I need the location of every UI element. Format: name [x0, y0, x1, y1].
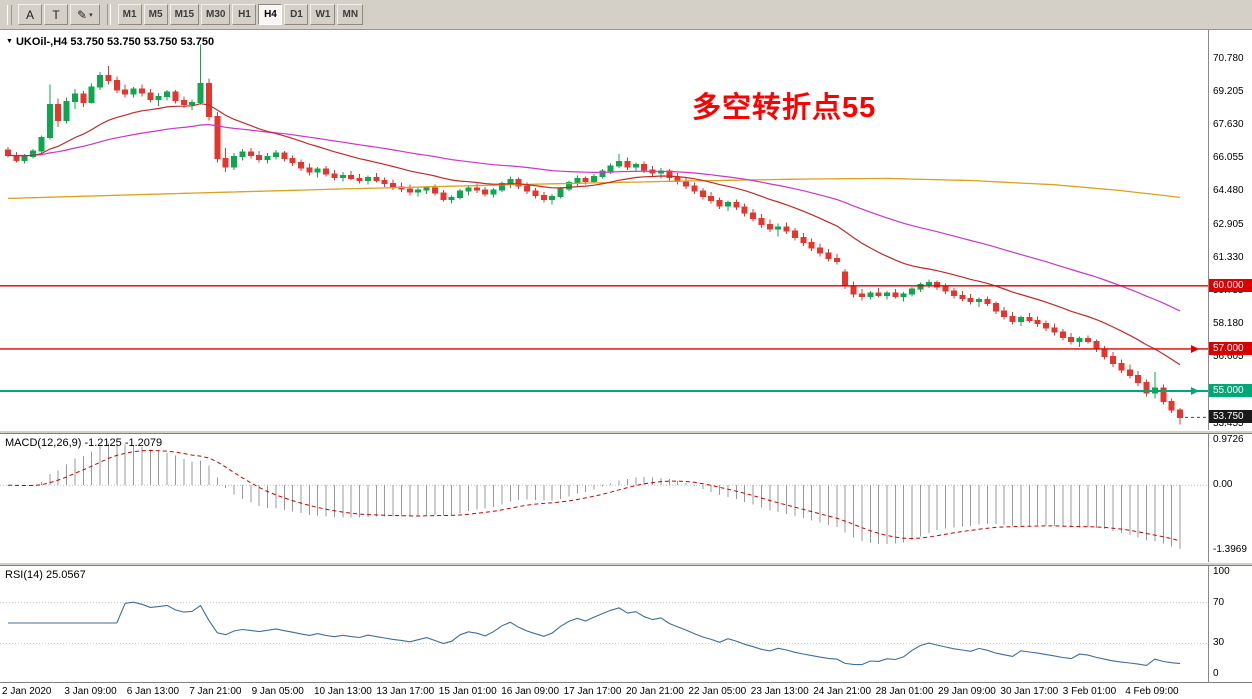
- time-axis-label: 6 Jan 13:00: [126, 686, 180, 697]
- time-axis-label: 29 Jan 09:00: [938, 686, 996, 697]
- tool-t-button[interactable]: T: [44, 4, 68, 25]
- candlesticks: [5, 44, 1183, 425]
- macd-histogram: [15, 443, 1181, 550]
- price-level-badge: 55.000: [1209, 384, 1252, 398]
- price-axis-tick: 67.630: [1213, 119, 1244, 131]
- macd-axis-tick: -1.3969: [1213, 544, 1247, 556]
- time-axis-label: 15 Jan 01:00: [438, 686, 497, 697]
- price-axis-tick: 64.480: [1213, 185, 1244, 197]
- timeframe-m30-button[interactable]: M30: [201, 4, 231, 25]
- annotation-text[interactable]: 多空转折点55: [692, 92, 877, 124]
- chevron-down-icon: ▾: [89, 11, 93, 19]
- chart-title: ▼ UKOil-,H4 53.750 53.750 53.750 53.750: [6, 36, 214, 48]
- macd-label: MACD(12,26,9) -1.2125 -1.2079: [5, 437, 163, 449]
- chart-collapse-arrow[interactable]: ▼: [6, 38, 13, 45]
- time-axis-label: 23 Jan 13:00: [750, 686, 809, 697]
- chart-quotes: 53.750 53.750 53.750 53.750: [70, 36, 215, 48]
- time-axis-label: 30 Jan 17:00: [1000, 686, 1059, 697]
- time-axis-label: 24 Jan 21:00: [813, 686, 872, 697]
- price-level-badge: 57.000: [1209, 341, 1252, 355]
- time-axis-label: 17 Jan 17:00: [563, 686, 622, 697]
- timeframe-m5-button[interactable]: M5: [143, 4, 168, 25]
- time-axis-label: 10 Jan 13:00: [314, 686, 372, 697]
- time-axis-label: 16 Jan 09:00: [501, 686, 560, 697]
- price-axis-tick: 58.180: [1213, 318, 1244, 330]
- time-axis-label: 4 Feb 09:00: [1125, 686, 1179, 697]
- macd-plot[interactable]: [0, 434, 1208, 562]
- panel-divider[interactable]: [0, 430, 1252, 434]
- time-axis-label: 3 Jan 09:00: [64, 686, 117, 697]
- price-axis-tick: 69.205: [1213, 86, 1244, 97]
- macd-axis-tick: 0.00: [1213, 479, 1233, 491]
- rsi-line: [8, 601, 1181, 666]
- panel-divider[interactable]: [0, 562, 1252, 566]
- timeframe-h1-button[interactable]: H1: [232, 4, 257, 25]
- timeframe-m1-button[interactable]: M1: [117, 4, 142, 25]
- timeframe-w1-button[interactable]: W1: [310, 4, 336, 25]
- level-arrow-icon: [1191, 344, 1199, 353]
- macd-axis[interactable]: 0.9726 0.00 -1.3969: [1208, 434, 1252, 562]
- rsi-axis[interactable]: 100 70 30 0: [1208, 566, 1252, 682]
- time-axis-label: 9 Jan 05:00: [251, 686, 304, 697]
- rsi-axis-tick: 0: [1213, 668, 1219, 679]
- rsi-panel: RSI(14) 25.0567 100 70 30 0: [0, 566, 1252, 682]
- rsi-label: RSI(14) 25.0567: [5, 569, 86, 581]
- price-axis-tick: 61.330: [1213, 251, 1244, 263]
- price-axis-tick: 66.055: [1213, 152, 1244, 164]
- pencil-icon: ✎: [77, 7, 88, 22]
- main-price-panel: ▼ UKOil-,H4 53.750 53.750 53.750 53.750 多…: [0, 30, 1252, 430]
- current-price-badge: 53.750: [1209, 410, 1252, 424]
- rsi-axis-tick: 30: [1213, 637, 1225, 649]
- time-axis[interactable]: 2 Jan 2020 3 Jan 09:00 6 Jan 13:00 7 Jan 21…: [0, 682, 1252, 699]
- toolbar-grip[interactable]: [7, 4, 12, 25]
- time-axis-label: 22 Jan 05:00: [688, 686, 747, 697]
- timeframe-h4-button[interactable]: H4: [258, 4, 283, 25]
- tool-a-button[interactable]: A: [18, 4, 42, 25]
- time-axis-label: 2 Jan 2020: [2, 686, 52, 697]
- toolbar-separator: [106, 4, 111, 25]
- macd-panel: MACD(12,26,9) -1.2125 -1.2079 0.9726 0.00…: [0, 434, 1252, 562]
- timeframe-m15-button[interactable]: M15: [169, 4, 200, 25]
- level-arrow-icon: [1191, 387, 1199, 396]
- timeframe-mn-button[interactable]: MN: [337, 4, 364, 25]
- time-axis-label: 28 Jan 01:00: [875, 686, 934, 697]
- price-axis-tick: 62.905: [1213, 218, 1244, 230]
- time-axis-label: 3 Feb 01:00: [1062, 686, 1117, 697]
- ma-fast-line: [7, 103, 1181, 366]
- chart-region: ▼ UKOil-,H4 53.750 53.750 53.750 53.750 多…: [0, 30, 1252, 699]
- rsi-axis-tick: 70: [1213, 596, 1225, 608]
- macd-axis-tick: 0.9726: [1213, 434, 1244, 445]
- ma-slow-line: [7, 123, 1181, 312]
- time-axis-label: 7 Jan 21:00: [189, 686, 242, 697]
- time-axis-label: 13 Jan 17:00: [376, 686, 435, 697]
- ma-trend-line: [7, 177, 1181, 200]
- price-axis-tick: 70.780: [1213, 52, 1244, 64]
- timeframe-d1-button[interactable]: D1: [284, 4, 309, 25]
- time-axis-label: 20 Jan 21:00: [626, 686, 684, 697]
- chart-symbol: UKOil-,H4: [15, 36, 68, 48]
- main-chart-plot[interactable]: [0, 30, 1208, 430]
- rsi-axis-tick: 100: [1213, 566, 1230, 577]
- draw-tool-dropdown[interactable]: ✎ ▾: [70, 4, 100, 25]
- price-level-badge: 60.000: [1209, 278, 1252, 292]
- toolbar: A T ✎ ▾ M1 M5 M15 M30 H1 H4 D1 W1 MN: [0, 0, 1252, 30]
- price-axis-tick: 56.605: [1213, 351, 1244, 363]
- rsi-plot[interactable]: [0, 566, 1208, 682]
- price-axis[interactable]: 70.780 69.205 67.630 66.055 64.480 62.905 61.3…: [1208, 30, 1252, 430]
